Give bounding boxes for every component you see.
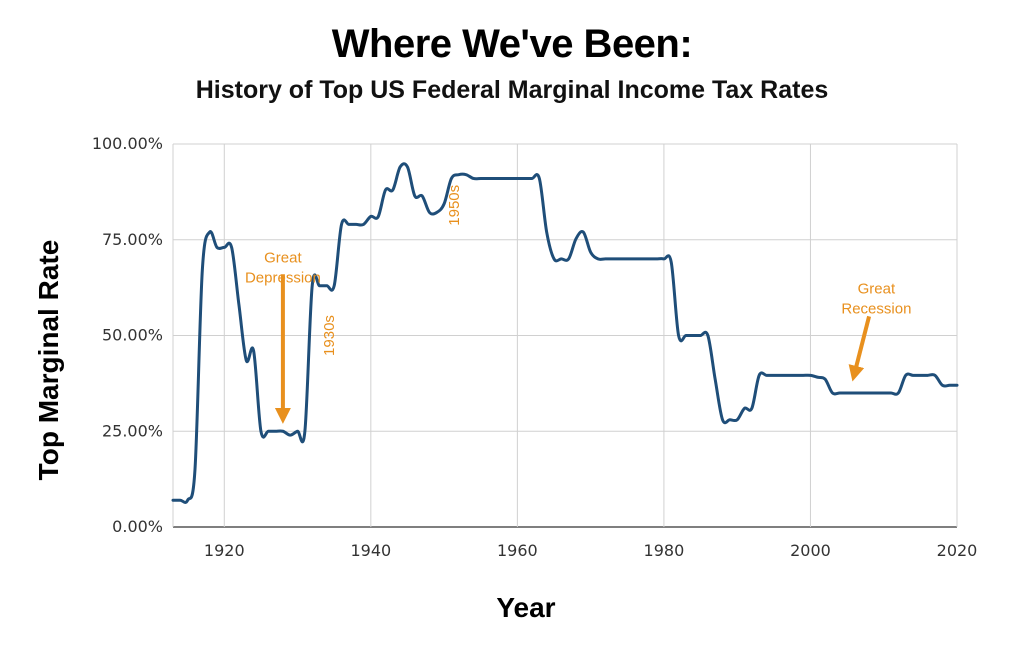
y-tick-label: 50.00%: [102, 326, 163, 345]
x-tick-label: 1920: [204, 541, 245, 560]
annotation-label: Recession: [841, 300, 911, 317]
x-tick-label: 1960: [497, 541, 538, 560]
chart-title: Where We've Been:: [331, 22, 693, 66]
y-tick-label: 100.00%: [92, 134, 163, 153]
annotation-label: Depression: [245, 270, 321, 287]
y-tick-label: 0.00%: [112, 517, 163, 536]
annotation-label: Great: [858, 280, 896, 297]
tax-rate-line: [171, 162, 959, 504]
y-axis-ticks: 0.00% 25.00% 50.00% 75.00% 100.00%: [92, 134, 163, 536]
x-tick-label: 2020: [937, 541, 978, 560]
y-axis-title: Top Marginal Rate: [33, 240, 64, 481]
annotation-label: Great: [264, 250, 302, 267]
x-tick-label: 1940: [350, 541, 391, 560]
x-axis-ticks: 1920 1940 1960 1980 2000 2020: [204, 541, 977, 560]
y-tick-label: 75.00%: [102, 230, 163, 249]
x-tick-label: 2000: [790, 541, 831, 560]
annotation-label: 1930s: [321, 315, 338, 356]
x-axis-title: Year: [496, 592, 555, 623]
grid-lines: [172, 143, 958, 528]
chart-subtitle: History of Top US Federal Marginal Incom…: [195, 76, 829, 104]
annotation-arrow: [848, 315, 872, 382]
annotation-label: 1950s: [446, 185, 463, 226]
annotations: Great Depression 1930s 1950s Great Recession: [245, 185, 911, 424]
y-tick-label: 25.00%: [102, 421, 163, 440]
x-tick-label: 1980: [644, 541, 685, 560]
series-group: [171, 162, 959, 504]
